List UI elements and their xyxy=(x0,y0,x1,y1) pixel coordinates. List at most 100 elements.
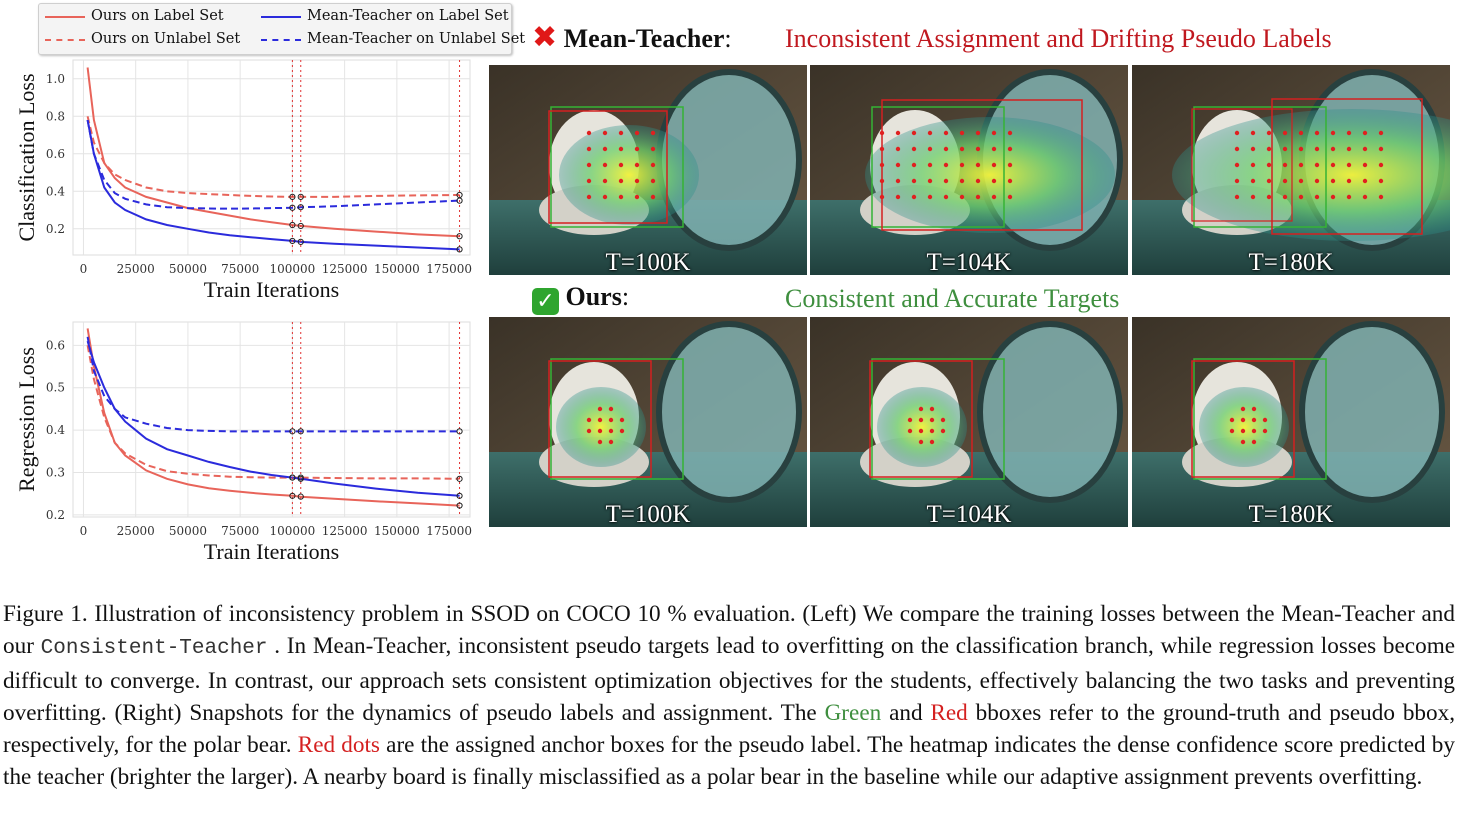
assigned-anchor-dot xyxy=(975,162,981,168)
assigned-anchor-dot xyxy=(1378,146,1384,152)
caption-code: Consistent-Teacher xyxy=(40,637,268,660)
x-tick-label: 25000 xyxy=(117,524,155,538)
assigned-anchor-dot xyxy=(1330,146,1336,152)
assigned-anchor-dot xyxy=(959,130,965,136)
snapshot-image xyxy=(810,317,1128,527)
snapshot-point xyxy=(289,237,296,245)
assigned-anchor-dot xyxy=(1229,417,1235,423)
assigned-anchor-dot xyxy=(1282,162,1288,168)
cross-icon: ✖ xyxy=(532,20,558,55)
y-tick-label: 0.2 xyxy=(46,222,65,236)
assigned-anchor-dot xyxy=(608,406,614,412)
assigned-anchor-dot xyxy=(1346,194,1352,200)
assigned-anchor-dot xyxy=(1007,146,1013,152)
loss-charts: 0.2 0.4 0.6 0.8 1.0 0 25000 50000 75000 100000 125… xyxy=(0,0,525,570)
board-shape xyxy=(659,324,799,500)
assigned-anchor-dot xyxy=(1362,146,1368,152)
assigned-anchor-dot xyxy=(991,162,997,168)
assigned-anchor-dot xyxy=(918,417,924,423)
confidence-heatmap xyxy=(865,117,1115,233)
assigned-anchor-dot xyxy=(1298,146,1304,152)
snapshot-ours-180k: T=180K xyxy=(1132,317,1450,527)
mean-teacher-subtitle: Inconsistent Assignment and Drifting Pse… xyxy=(785,24,1332,53)
assigned-anchor-dot xyxy=(602,130,608,136)
assigned-anchor-dot xyxy=(1362,162,1368,168)
assigned-anchor-dot xyxy=(650,178,656,184)
legend-label: Mean-Teacher on Label Set xyxy=(307,8,509,24)
confidence-heatmap xyxy=(1199,387,1289,467)
assigned-anchor-dot xyxy=(991,146,997,152)
assigned-anchor-dot xyxy=(879,130,885,136)
assigned-anchor-dot xyxy=(586,146,592,152)
assigned-anchor-dot xyxy=(1250,162,1256,168)
regression-loss-chart: 0.2 0.3 0.4 0.5 0.6 0 25000 50000 75000 100000 125… xyxy=(14,321,472,564)
board-shape xyxy=(1302,324,1442,500)
y-tick-label: 0.4 xyxy=(46,423,65,437)
assigned-anchor-dot xyxy=(1234,194,1240,200)
ground-truth-box xyxy=(871,358,1005,480)
assigned-anchor-dot xyxy=(940,428,946,434)
assigned-anchor-dot xyxy=(650,146,656,152)
pseudo-box xyxy=(1191,108,1293,222)
snapshot-point xyxy=(297,238,304,245)
assigned-anchor-dot xyxy=(1346,146,1352,152)
x-tick-label: 75000 xyxy=(221,262,259,276)
x-tick-label: 125000 xyxy=(322,524,368,538)
assigned-anchor-dot xyxy=(895,194,901,200)
y-axis-label: Classification Loss xyxy=(14,73,39,241)
assigned-anchor-dot xyxy=(927,146,933,152)
assigned-anchor-dot xyxy=(943,146,949,152)
assigned-anchor-dot xyxy=(618,178,624,184)
assigned-anchor-dot xyxy=(1250,146,1256,152)
y-tick-label: 0.6 xyxy=(46,338,65,352)
assigned-anchor-dot xyxy=(1282,146,1288,152)
x-tick-label: 150000 xyxy=(374,262,420,276)
assigned-anchor-dot xyxy=(879,162,885,168)
assigned-anchor-dot xyxy=(1262,428,1268,434)
assigned-anchor-dot xyxy=(1298,178,1304,184)
y-tick-label: 0.6 xyxy=(46,147,65,161)
assigned-anchor-dot xyxy=(1266,194,1272,200)
assigned-anchor-dot xyxy=(1314,178,1320,184)
assigned-anchor-dot xyxy=(1346,130,1352,136)
assigned-anchor-dot xyxy=(1251,428,1257,434)
legend-label: Ours on Unlabel Set xyxy=(91,31,241,47)
assigned-anchor-dot xyxy=(1229,428,1235,434)
assigned-anchor-dot xyxy=(1378,130,1384,136)
legend-label: Ours on Label Set xyxy=(91,8,224,24)
snapshot-point xyxy=(456,428,463,435)
assigned-anchor-dot xyxy=(608,439,614,445)
assigned-anchor-dot xyxy=(879,178,885,184)
assigned-anchor-dot xyxy=(1378,194,1384,200)
method-colon: : xyxy=(724,24,732,53)
x-tick-label: 25000 xyxy=(117,262,155,276)
assigned-anchor-dot xyxy=(895,162,901,168)
assigned-anchor-dot xyxy=(1362,178,1368,184)
pseudo-box xyxy=(1271,98,1423,235)
assigned-anchor-dot xyxy=(975,130,981,136)
assigned-anchor-dot xyxy=(943,162,949,168)
assigned-anchor-dot xyxy=(597,417,603,423)
ours-title: ✓ Ours: xyxy=(532,282,629,315)
assigned-anchor-dot xyxy=(911,194,917,200)
snapshot-label: T=100K xyxy=(605,249,691,275)
assigned-anchor-dot xyxy=(586,417,592,423)
pseudo-box xyxy=(548,110,668,224)
assigned-anchor-dot xyxy=(1007,178,1013,184)
series-line xyxy=(86,119,460,210)
assigned-anchor-dot xyxy=(879,146,885,152)
assigned-anchor-dot xyxy=(1240,406,1246,412)
assigned-anchor-dot xyxy=(619,428,625,434)
ours-subtitle: Consistent and Accurate Targets xyxy=(785,284,1120,313)
assigned-anchor-dot xyxy=(634,194,640,200)
x-tick-label: 0 xyxy=(80,262,88,276)
assigned-anchor-dot xyxy=(634,146,640,152)
caption-green-word: Green xyxy=(824,700,882,726)
assigned-anchor-dot xyxy=(1378,178,1384,184)
assigned-anchor-dot xyxy=(618,162,624,168)
series-line xyxy=(86,119,460,251)
snapshot-mt-104k: T=104K xyxy=(810,65,1128,275)
mean-teacher-title: ✖ Mean-Teacher: xyxy=(532,20,732,55)
caption-and: and xyxy=(889,700,923,726)
caption-text-1: Figure 1. Illustration of inconsistency … xyxy=(3,601,1455,659)
